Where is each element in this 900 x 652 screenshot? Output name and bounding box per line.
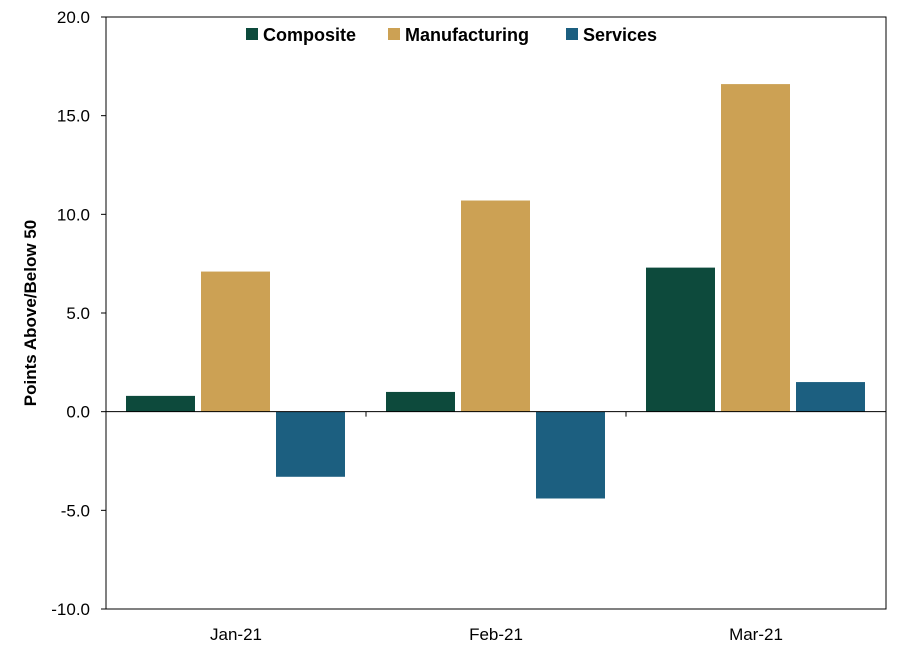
y-tick-label: 10.0 [57, 205, 90, 224]
legend-swatch-manufacturing [388, 28, 400, 40]
bar-composite-mar-21 [646, 267, 715, 412]
bar-services-jan-21 [276, 411, 345, 477]
y-tick-label: 0.0 [66, 403, 90, 422]
bars [126, 84, 865, 499]
legend-swatch-services [566, 28, 578, 40]
bar-services-mar-21 [796, 382, 865, 412]
bar-composite-jan-21 [126, 395, 195, 412]
y-tick-label: -5.0 [61, 501, 90, 520]
x-category-label: Feb-21 [469, 625, 523, 644]
legend-swatch-composite [246, 28, 258, 40]
legend-label-composite: Composite [263, 25, 356, 45]
y-tick-label: 15.0 [57, 107, 90, 126]
x-category-label: Jan-21 [210, 625, 262, 644]
bar-manufacturing-jan-21 [201, 271, 270, 412]
bar-composite-feb-21 [386, 391, 455, 412]
bar-manufacturing-mar-21 [721, 84, 790, 412]
legend-label-manufacturing: Manufacturing [405, 25, 529, 45]
x-axis-labels: Jan-21 Feb-21 Mar-21 [210, 625, 783, 644]
y-tick-label: 20.0 [57, 8, 90, 27]
x-category-label: Mar-21 [729, 625, 783, 644]
legend: Composite Manufacturing Services [246, 25, 657, 45]
bar-services-feb-21 [536, 411, 605, 499]
x-axis-ticks [365, 411, 627, 417]
y-axis-ticks: 20.0 15.0 10.0 5.0 0.0 -5.0 -10.0 [51, 8, 106, 619]
bar-manufacturing-feb-21 [461, 200, 530, 412]
y-tick-label: -10.0 [51, 600, 90, 619]
y-axis-title: Points Above/Below 50 [21, 220, 40, 406]
y-tick-label: 5.0 [66, 304, 90, 323]
legend-label-services: Services [583, 25, 657, 45]
